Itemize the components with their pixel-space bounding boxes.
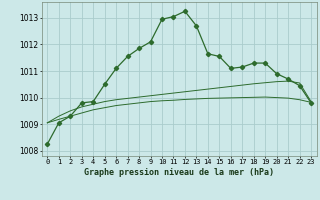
X-axis label: Graphe pression niveau de la mer (hPa): Graphe pression niveau de la mer (hPa) (84, 168, 274, 177)
